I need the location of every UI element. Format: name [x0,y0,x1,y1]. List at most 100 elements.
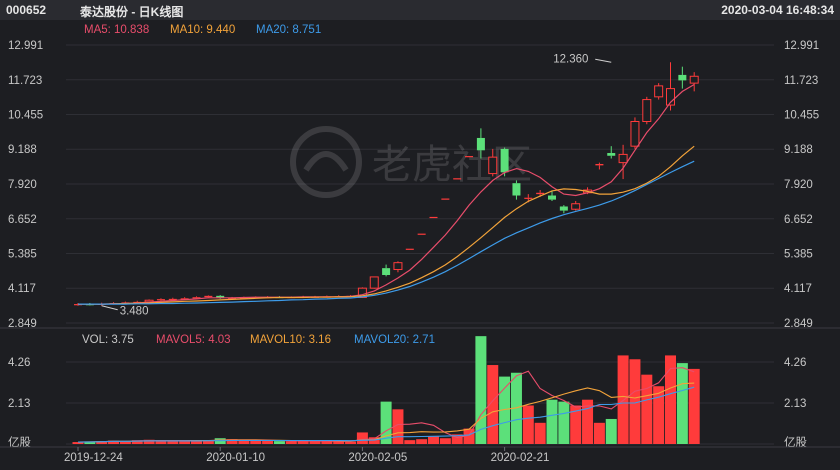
volume-bar [416,439,428,444]
price-legend: MA5: 10.838 MA10: 9.440 MA20: 8.751 [84,24,321,36]
candle-body [512,183,521,196]
volume-legend-item: MAVOL20: 2.71 [354,334,435,346]
price-y-axis: 12.991 12.991 11.723 11.723 10.455 10.455 9.18… [8,40,819,330]
stock-code: 000652 [6,3,47,17]
volume-bar [273,441,285,444]
volume-legend-item: VOL: 3.75 [82,334,134,346]
price-legend-item: MA10: 9.440 [170,24,235,36]
volume-bar [534,422,546,444]
candle-body [204,295,213,298]
volume-bar [321,441,333,444]
volume-bar [475,336,487,444]
volume-bar [570,405,582,444]
ma-lines [78,83,695,305]
candle-body [689,75,699,84]
kline-chart[interactable]: 老虎社区 MA5: 10.838 MA10: 9.440 MA20: 8.751 1… [0,20,840,470]
volume-bar [226,439,238,444]
volume-bar [404,440,416,444]
candle-body [559,206,568,211]
volume-unit-left: 亿股 [8,436,31,449]
candle [595,162,604,170]
candle [369,276,379,289]
candle [382,264,391,277]
price-tick-right: 10.455 [784,110,819,122]
candle-body [168,298,177,301]
volume-bar [605,418,617,444]
volume-bar [439,438,451,444]
price-tick-right: 2.849 [784,318,813,330]
watermark-logo-mark [303,151,349,172]
candle [465,156,474,158]
volume-y-axis: 4.26 4.26 2.13 2.13 亿股 亿股 [8,357,807,449]
candle [642,96,652,125]
volume-bar [499,376,511,444]
volume-bar [250,440,262,444]
candle-body [595,163,604,166]
volume-bar [131,440,143,444]
volume-tick-left: 4.26 [8,357,30,369]
candle-body [441,198,450,200]
candle-body [571,203,581,210]
candle-body [417,233,426,235]
volume-bar [309,441,321,444]
volume-bar [522,405,534,444]
volume-bar [451,434,463,444]
candle [405,248,414,250]
candle-body [382,268,391,276]
volume-bar [676,363,688,444]
volume-bar [119,441,131,444]
candle [417,233,426,235]
volume-bar [629,359,641,444]
volume-bar [617,355,629,444]
volume-bar [688,368,700,444]
volume-bar [167,440,179,444]
volume-bar [345,441,357,444]
price-tick-right: 4.117 [784,283,812,295]
timestamp: 2020-03-04 16:48:34 [721,3,834,17]
candle [476,128,485,159]
price-tick-left: 5.385 [8,248,37,260]
candle-body [642,99,652,123]
candle [607,146,616,159]
volume-bar [285,441,297,444]
candle-body [429,216,438,219]
volume-bar [558,401,570,444]
candle [548,191,556,201]
ma5-line [78,83,695,305]
volume-bar [593,422,605,444]
chart-header: 000652 泰达股份 - 日K线图 2020-03-04 16:48:34 [0,0,840,20]
volume-unit-right: 亿股 [784,436,807,449]
candle-body [369,276,379,289]
volume-bar [262,440,274,444]
low-marker-line [101,305,118,311]
candle [630,117,640,149]
candle-body [630,121,640,147]
price-tick-right: 12.991 [784,40,819,52]
candle-body [548,195,556,200]
x-tick-label: 2020-02-21 [491,452,550,464]
candle-body [453,178,462,180]
price-legend-item: MA5: 10.838 [84,24,149,36]
volume-legend-item: MAVOL5: 4.03 [156,334,231,346]
volume-bar [641,374,653,444]
candle-body [192,297,201,299]
candle-body [488,156,498,175]
price-tick-left: 4.117 [8,283,36,295]
volume-bar [155,440,167,444]
candle [678,66,687,89]
high-label: 12.360 [553,53,588,65]
mavol20-line [77,386,695,443]
candle [666,62,675,111]
ma20-line [78,160,695,305]
volume-bar [96,441,108,444]
candle-body [500,148,509,173]
volume-bar [510,372,522,444]
volume-bar [356,432,368,444]
x-tick-label: 2020-01-10 [206,452,265,464]
price-tick-right: 11.723 [784,75,818,87]
candle-body [216,295,225,299]
candle-body [393,262,403,271]
volume-bars [72,336,700,444]
volume-bar [143,439,155,444]
candle-body [476,137,485,151]
